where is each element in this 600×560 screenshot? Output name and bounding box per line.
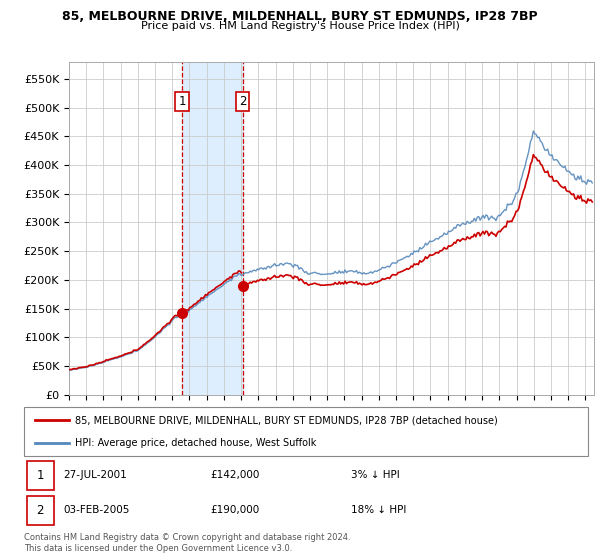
Text: 1: 1	[37, 469, 44, 482]
Text: Price paid vs. HM Land Registry's House Price Index (HPI): Price paid vs. HM Land Registry's House …	[140, 21, 460, 31]
Text: £190,000: £190,000	[210, 505, 259, 515]
Text: HPI: Average price, detached house, West Suffolk: HPI: Average price, detached house, West…	[75, 438, 316, 448]
Text: £142,000: £142,000	[210, 470, 259, 480]
Bar	[27, 460, 54, 490]
Text: 1: 1	[178, 95, 186, 108]
Text: Contains HM Land Registry data © Crown copyright and database right 2024.
This d: Contains HM Land Registry data © Crown c…	[24, 533, 350, 553]
Text: 03-FEB-2005: 03-FEB-2005	[64, 505, 130, 515]
Text: 85, MELBOURNE DRIVE, MILDENHALL, BURY ST EDMUNDS, IP28 7BP: 85, MELBOURNE DRIVE, MILDENHALL, BURY ST…	[62, 10, 538, 22]
Bar	[27, 496, 54, 525]
Text: 3% ↓ HPI: 3% ↓ HPI	[351, 470, 400, 480]
Text: 2: 2	[239, 95, 247, 108]
Text: 27-JUL-2001: 27-JUL-2001	[64, 470, 127, 480]
Bar	[182, 62, 242, 395]
Text: 18% ↓ HPI: 18% ↓ HPI	[351, 505, 406, 515]
Text: 2: 2	[37, 504, 44, 517]
Text: 85, MELBOURNE DRIVE, MILDENHALL, BURY ST EDMUNDS, IP28 7BP (detached house): 85, MELBOURNE DRIVE, MILDENHALL, BURY ST…	[75, 416, 497, 426]
